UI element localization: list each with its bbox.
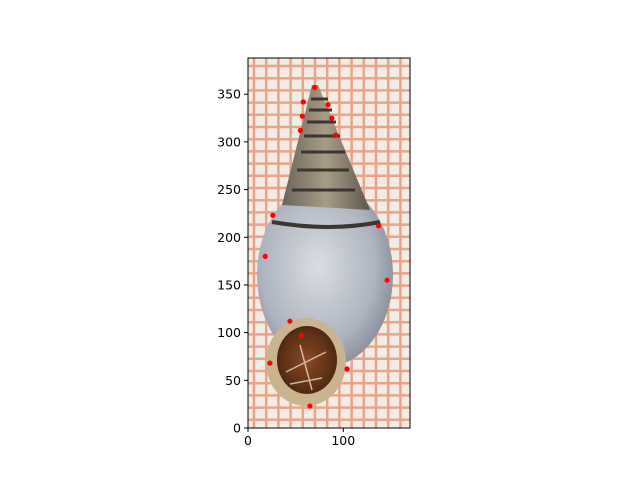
y-axis: 0 50 100 150 200 250 300 350 xyxy=(217,87,248,436)
scatter-point xyxy=(375,223,382,229)
scatter-point xyxy=(299,113,305,119)
x-axis: 0 100 xyxy=(244,428,355,448)
y-tick-label: 250 xyxy=(217,182,241,197)
x-tick-label: 100 xyxy=(331,433,355,448)
scatter-point xyxy=(270,212,276,218)
scatter-point xyxy=(329,115,335,121)
scatter-point xyxy=(344,366,350,372)
axes-frame xyxy=(247,57,411,429)
y-tick-label: 150 xyxy=(217,277,241,292)
scatter-points xyxy=(262,84,390,409)
scatter-point xyxy=(307,403,313,409)
scatter-point xyxy=(267,360,273,366)
shell-photo xyxy=(248,58,410,428)
y-tick-label: 100 xyxy=(217,325,241,340)
scatter-point xyxy=(297,127,304,134)
y-tick-label: 300 xyxy=(217,134,241,149)
scatter-point xyxy=(333,132,339,138)
scatter-point xyxy=(262,253,268,259)
scatter-point xyxy=(325,102,331,108)
x-tick-label: 0 xyxy=(244,433,252,448)
y-tick-label: 200 xyxy=(217,230,241,245)
y-tick-label: 350 xyxy=(217,87,241,102)
scatter-point xyxy=(287,318,293,324)
scatter-point xyxy=(312,84,318,91)
scatter-point xyxy=(300,99,306,105)
scatter-point xyxy=(298,332,304,339)
scatter-point xyxy=(384,277,390,283)
y-tick-label: 0 xyxy=(233,421,241,436)
y-tick-label: 50 xyxy=(225,373,241,388)
